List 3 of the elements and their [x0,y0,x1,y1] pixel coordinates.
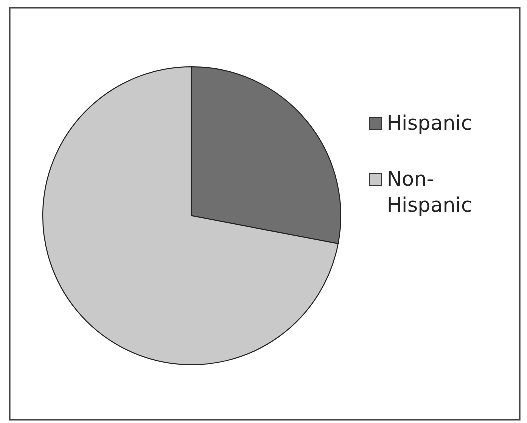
legend-label: Hispanic [387,111,472,135]
legend-label: Non-Hispanic [387,167,472,217]
pie-slice [42,66,339,366]
